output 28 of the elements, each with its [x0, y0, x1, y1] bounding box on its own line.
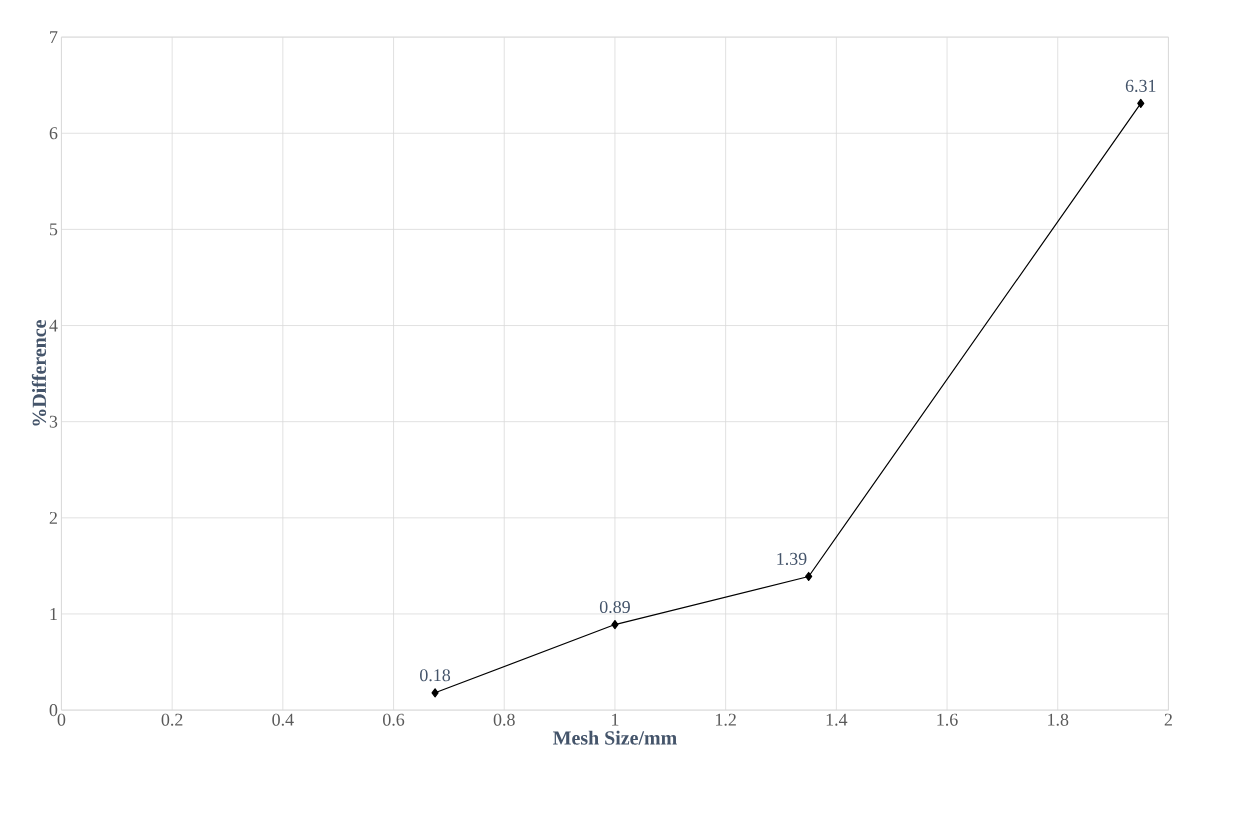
data-label: 6.31	[1125, 79, 1156, 92]
y-axis-title: %Difference	[31, 320, 47, 426]
data-label: 0.89	[599, 600, 630, 614]
y-tick-label: 4	[49, 319, 58, 332]
x-tick-label: 1.4	[826, 713, 848, 726]
y-tick-label: 2	[49, 511, 57, 524]
data-label: 1.39	[777, 552, 807, 565]
x-axis-title: Mesh Size/mm	[553, 730, 677, 745]
point	[431, 688, 439, 698]
y-tick-label: 0	[49, 704, 58, 717]
x-tick-label: 1.8	[1048, 713, 1069, 726]
y-tick-label: 7	[50, 31, 58, 43]
y-tick-label: 6	[49, 127, 58, 140]
point	[1137, 98, 1145, 109]
point	[805, 571, 813, 582]
data-label: 0.18	[420, 669, 451, 682]
x-tick-label: 1.6	[937, 713, 958, 726]
x-tick-label: 1	[612, 713, 619, 726]
y-tick-label: 1	[50, 608, 57, 620]
x-tick-label: 2	[1164, 713, 1172, 726]
y-tick-label: 5	[50, 223, 58, 236]
x-tick-label: 0.6	[383, 713, 405, 726]
x-tick-label: 0.4	[272, 713, 294, 726]
point	[611, 619, 619, 630]
x-tick-label: 1.2	[716, 713, 736, 726]
x-tick-label: 0.2	[161, 713, 183, 726]
y-tick-label: 3	[49, 415, 58, 428]
x-tick-label: 0.8	[493, 713, 515, 726]
